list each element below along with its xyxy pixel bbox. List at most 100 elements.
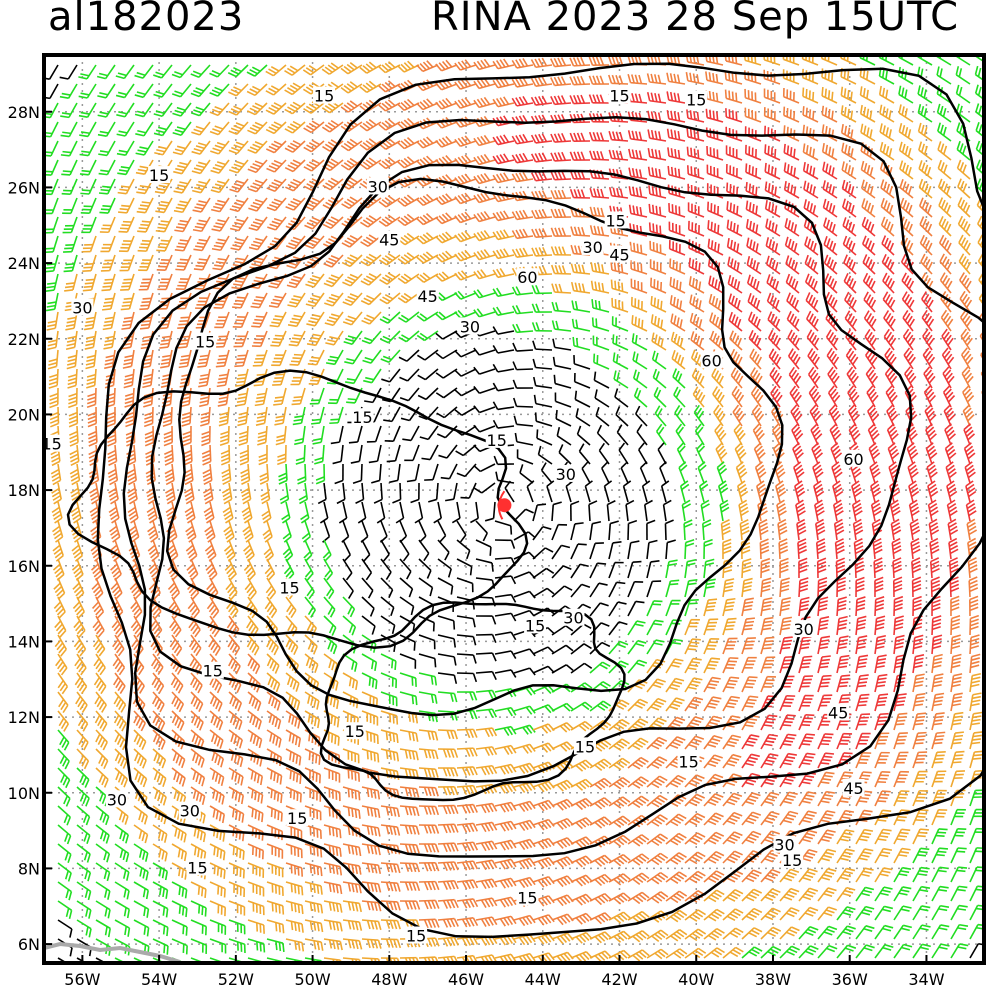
lat-tick-label: 12N xyxy=(8,708,40,727)
contour-label: 15 xyxy=(406,927,426,946)
contour-label-bg xyxy=(286,809,309,827)
contour-label: 30 xyxy=(774,836,794,855)
storm-center xyxy=(497,490,512,520)
storm-center-marker xyxy=(497,498,512,513)
contour-label-bg xyxy=(351,408,374,426)
lon-tick-label: 56W xyxy=(64,970,100,989)
contour-label-bg xyxy=(278,578,301,596)
contour-label-bg xyxy=(700,351,723,369)
lon-tick-label: 42W xyxy=(601,970,637,989)
contour-label-bg xyxy=(677,752,700,770)
contour-label: 45 xyxy=(843,779,863,798)
lat-tick-label: 6N xyxy=(18,935,40,954)
lon-tick-label: 48W xyxy=(371,970,407,989)
contour-label: 30 xyxy=(793,620,813,639)
contour-label-bg xyxy=(343,722,366,740)
contour-label: 60 xyxy=(517,268,537,287)
storm-id-title: al182023 xyxy=(48,0,245,40)
lon-tick-label: 52W xyxy=(218,970,254,989)
contour-label-bg xyxy=(105,790,128,808)
contour-label-bg xyxy=(416,287,439,305)
lat-tick-label: 16N xyxy=(8,557,40,576)
contour-label-bg xyxy=(194,332,217,350)
contour-label: 15 xyxy=(279,578,299,597)
lat-tick-label: 22N xyxy=(8,330,40,349)
contour-label-bg xyxy=(186,858,209,876)
contour-label: 15 xyxy=(525,616,545,635)
contour-label-bg xyxy=(581,237,604,255)
contour-label: 30 xyxy=(582,238,602,257)
contour-label-bg xyxy=(458,317,481,335)
contour-label: 15 xyxy=(575,737,595,756)
contour-label-bg xyxy=(773,835,796,853)
contour-label-bg xyxy=(405,926,428,944)
contour-label: 15 xyxy=(287,809,307,828)
lat-tick-label: 24N xyxy=(8,254,40,273)
contour-label: 15 xyxy=(352,408,372,427)
contour-label-bg xyxy=(827,703,850,721)
contour-label: 15 xyxy=(149,166,169,185)
contour-label: 15 xyxy=(605,211,625,230)
contour-label: 15 xyxy=(678,752,698,771)
contour-label: 15 xyxy=(314,87,334,106)
speed-contour xyxy=(149,163,913,783)
contour-label-bg xyxy=(378,230,401,248)
contour-label-bg xyxy=(608,245,631,263)
contour-label: 30 xyxy=(107,790,127,809)
contour-label: 30 xyxy=(180,802,200,821)
contour-label: 15 xyxy=(517,889,537,908)
contour-label-bg xyxy=(71,298,94,316)
lat-tick-label: 8N xyxy=(18,859,40,878)
lon-tick-label: 34W xyxy=(908,970,944,989)
contour-label: 30 xyxy=(460,317,480,336)
contour-label-bg xyxy=(366,177,389,195)
contour-label-bg xyxy=(516,888,539,906)
speed-contour xyxy=(96,62,984,939)
contour-label-bg xyxy=(842,778,865,796)
contour-label: 15 xyxy=(487,431,507,450)
lat-tick-label: 10N xyxy=(8,784,40,803)
lon-tick-label: 44W xyxy=(525,970,561,989)
contour-label-bg xyxy=(781,850,804,868)
contour-label-bg xyxy=(685,90,708,108)
contour-label: 30 xyxy=(72,298,92,317)
lon-tick-label: 38W xyxy=(755,970,791,989)
contour-label: 15 xyxy=(345,722,365,741)
contour-label-bg xyxy=(40,434,63,452)
contour-label: 45 xyxy=(828,703,848,722)
contour-label-bg xyxy=(792,620,815,638)
lon-tick-label: 54W xyxy=(141,970,177,989)
lon-tick-label: 50W xyxy=(294,970,330,989)
contour-label: 45 xyxy=(379,230,399,249)
lat-tick-label: 18N xyxy=(8,481,40,500)
contour-label-bg xyxy=(516,268,539,286)
contour-label: 15 xyxy=(195,333,215,352)
contour-label: 60 xyxy=(843,450,863,469)
wind-speed-contours xyxy=(66,62,984,939)
coastline xyxy=(44,941,181,963)
contour-label: 60 xyxy=(701,351,721,370)
axis-ticks: 56W 54W 52W 50W 48W 46W 44W 42W 40W 38W 36W 34W 28N 2… xyxy=(8,103,945,989)
lat-tick-label: 20N xyxy=(8,405,40,424)
contour-label: 15 xyxy=(782,851,802,870)
contour-label-bg xyxy=(608,86,631,104)
contour-label: 15 xyxy=(203,662,223,681)
contour-label-bg xyxy=(148,166,171,184)
contour-label-bg xyxy=(842,449,865,467)
lat-tick-label: 28N xyxy=(8,103,40,122)
contour-label: 30 xyxy=(368,177,388,196)
contour-label: 15 xyxy=(609,87,629,106)
lon-tick-label: 40W xyxy=(678,970,714,989)
map-frame xyxy=(42,53,986,965)
speed-contour xyxy=(319,601,626,802)
contour-label-bg xyxy=(313,86,336,104)
contour-label: 15 xyxy=(686,90,706,109)
contour-label-bg xyxy=(573,737,596,755)
contour-label: 45 xyxy=(417,287,437,306)
contour-label: 15 xyxy=(41,435,61,454)
contour-label-bg xyxy=(554,464,577,482)
contour-label-bg xyxy=(485,430,508,448)
speed-contour xyxy=(122,116,984,858)
